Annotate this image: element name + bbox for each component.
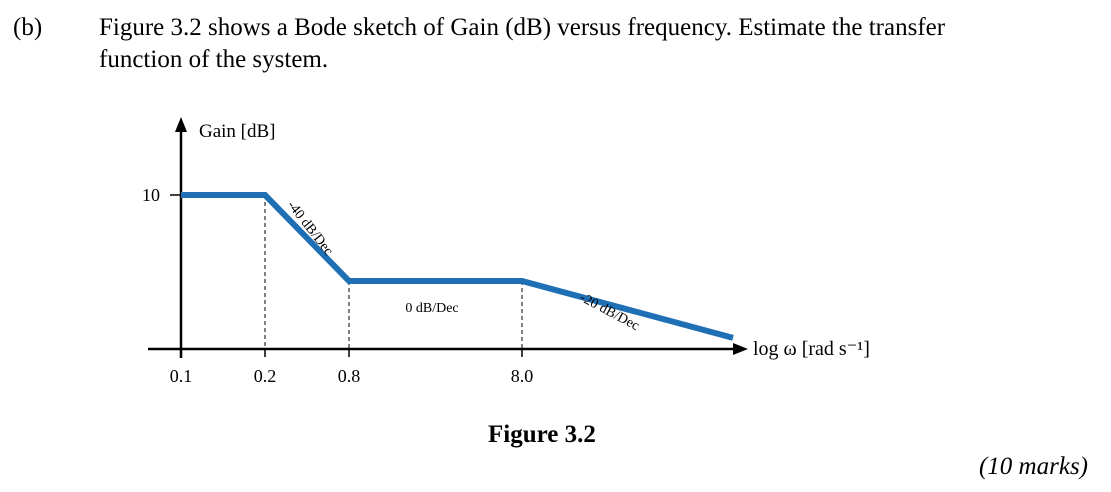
figure-caption-text: Figure 3.2: [488, 421, 596, 448]
marks-label: (10 marks): [978, 453, 1088, 480]
x-axis-arrow: [733, 343, 748, 355]
x-axis-label: log ω [rad s⁻¹]: [753, 338, 870, 360]
y-axis-label: Gain [dB]: [199, 121, 276, 142]
x-tick-label-2: 0.8: [338, 366, 361, 386]
x-tick-label-0: 0.1: [170, 366, 193, 386]
x-tick-label-1: 0.2: [254, 366, 277, 386]
slope-annotation-2: 0 dB/Dec: [405, 301, 458, 316]
y-axis-arrow: [175, 117, 187, 132]
x-tick-label-3: 8.0: [511, 366, 534, 386]
y-tick-label-10: 10: [142, 185, 160, 205]
question-line-2: function of the system.: [99, 46, 329, 73]
part-label: (b): [13, 14, 43, 41]
gain-asymptote-line: [181, 192, 734, 341]
slope-annotation-1: -40 dB/Dec: [284, 198, 336, 258]
question-line-1: Figure 3.2 shows a Bode sketch of Gain (…: [99, 14, 946, 41]
question-text: Figure 3.2 shows a Bode sketch of Gain (…: [99, 12, 1099, 76]
